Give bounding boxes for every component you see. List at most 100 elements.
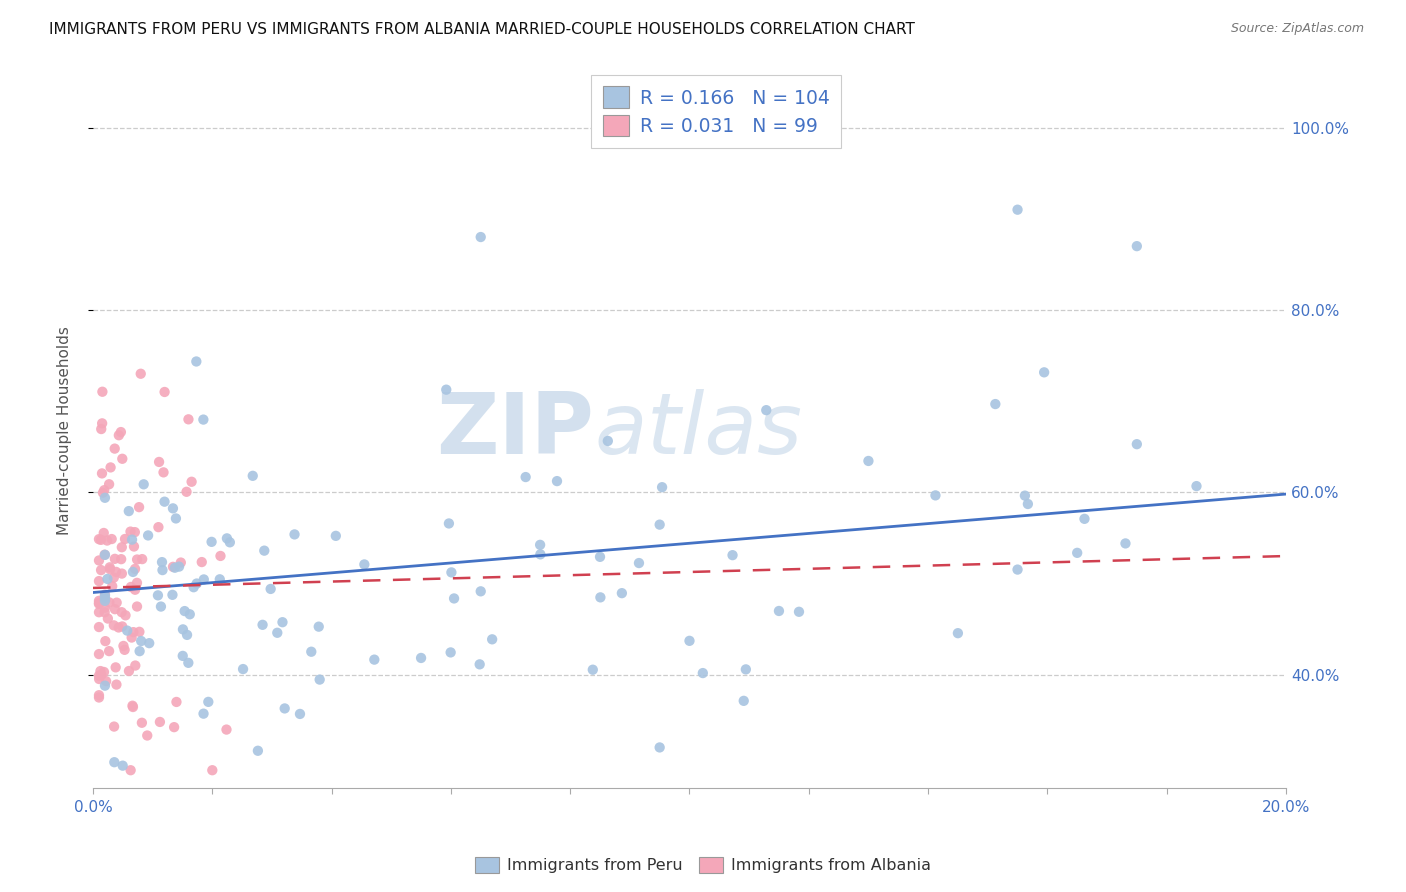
Point [105,565,128,579]
Point [91,467,114,481]
Point [176,484,198,499]
Point [149,599,172,614]
Point [94,594,117,608]
Point [242,468,264,483]
Point [1007,563,1029,577]
Point [215,723,238,737]
Point [111,605,134,619]
Point [103,755,125,769]
Point [121,698,143,713]
Point [96,533,118,548]
Point [111,566,134,581]
Point [94,491,117,505]
Point [87,594,110,608]
Point [172,623,194,637]
Point [91,384,114,399]
Point [191,555,214,569]
Point [162,588,184,602]
Point [91,417,114,431]
Point [118,664,141,678]
Point [266,625,288,640]
Point [98,644,121,658]
Legend: Immigrants from Peru, Immigrants from Albania: Immigrants from Peru, Immigrants from Al… [468,850,938,880]
Point [163,720,186,734]
Point [768,604,790,618]
Point [152,563,174,577]
Point [87,647,110,661]
Point [149,714,172,729]
Point [201,763,224,777]
Point [93,548,115,562]
Point [110,425,132,439]
Point [129,634,152,648]
Point [90,533,112,547]
Point [98,562,121,576]
Point [87,668,110,682]
Point [120,580,142,594]
Point [325,529,347,543]
Point [87,672,110,686]
Point [98,560,121,574]
Point [273,701,295,715]
Point [252,617,274,632]
Point [163,560,186,574]
Point [94,634,117,648]
Point [127,552,149,566]
Point [353,558,375,572]
Point [148,520,170,534]
Point [105,677,128,691]
Point [1126,239,1149,253]
Point [253,543,276,558]
Point [89,664,111,678]
Point [208,572,231,586]
Point [232,662,254,676]
Point [678,633,700,648]
Point [437,516,460,531]
Point [90,563,112,577]
Point [87,688,110,702]
Point [200,534,222,549]
Point [94,591,117,605]
Point [114,608,136,623]
Point [546,474,568,488]
Text: ZIP: ZIP [436,389,595,472]
Point [246,744,269,758]
Point [183,580,205,594]
Point [1185,479,1208,493]
Point [114,532,136,546]
Legend: R = 0.166   N = 104, R = 0.031   N = 99: R = 0.166 N = 104, R = 0.031 N = 99 [592,75,841,147]
Point [112,639,135,653]
Point [173,604,195,618]
Text: atlas: atlas [595,389,801,472]
Point [1014,489,1036,503]
Point [651,480,673,494]
Point [121,631,143,645]
Point [120,524,142,539]
Point [209,549,232,563]
Point [122,540,145,554]
Point [288,706,311,721]
Point [440,645,463,659]
Point [299,645,322,659]
Point [90,422,112,436]
Point [946,626,969,640]
Point [648,740,671,755]
Point [111,451,134,466]
Point [1114,536,1136,550]
Point [308,620,330,634]
Point [93,483,115,498]
Point [179,607,201,622]
Point [627,556,650,570]
Point [176,628,198,642]
Point [259,582,281,596]
Point [128,500,150,515]
Point [104,442,127,456]
Point [94,588,117,602]
Point [984,397,1007,411]
Point [165,511,187,525]
Point [529,547,551,561]
Point [94,600,117,615]
Point [153,384,176,399]
Point [858,454,880,468]
Point [152,466,174,480]
